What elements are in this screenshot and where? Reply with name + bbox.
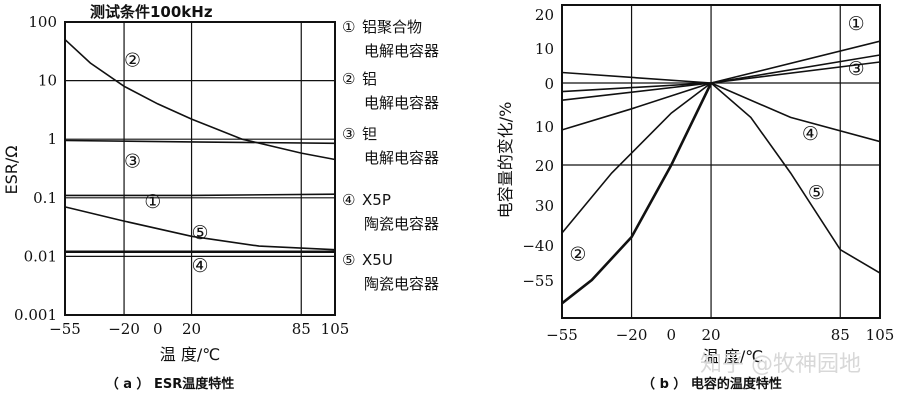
- y-axis-label: ESR/Ω: [2, 146, 21, 195]
- y-tick-label: 10: [38, 72, 57, 90]
- legend-entry-line: 陶瓷电容器: [364, 275, 439, 293]
- x-tick-label: 0: [153, 320, 163, 338]
- y-tick-label: 10: [535, 118, 554, 136]
- legend-entry-line: 铝: [362, 70, 377, 88]
- series-marker-5: ④: [802, 123, 819, 145]
- legend-entry-line: 钽: [362, 125, 377, 143]
- legend-entry-line: 电解电容器: [364, 42, 439, 60]
- legend-entry-line: 电解电容器: [364, 149, 439, 167]
- x-tick-label: −20: [108, 320, 140, 338]
- y-tick-label: 20: [535, 6, 554, 24]
- y-tick-label: 30: [535, 197, 554, 215]
- y-tick-label: 100: [28, 13, 57, 31]
- series-line-6: [562, 81, 880, 274]
- y-tick-label: 20: [535, 157, 554, 175]
- series-marker-1: ①: [848, 13, 865, 35]
- series-marker-4: ④: [191, 255, 208, 277]
- legend-marker: ⑤: [342, 251, 355, 269]
- legend-marker: ①: [342, 18, 355, 36]
- y-axis-label: 电容量的变化/%: [496, 102, 515, 219]
- series-marker-3: ③: [848, 58, 865, 80]
- legend-entry-line: 陶瓷电容器: [364, 215, 439, 233]
- y-tick-label: 0.1: [33, 189, 57, 207]
- chart-esr: 100 10 1 0.1 0.01 0.001−55 −20 0 20 85 105 ① ② ③ ④ ⑤ 测试条…: [2, 3, 439, 392]
- chart-caption: （ a ） ESR温度特性: [106, 376, 235, 392]
- y-tick-label: 10: [535, 40, 554, 58]
- legend-entry-line: X5U: [362, 251, 393, 269]
- x-tick-label: −55: [546, 326, 578, 344]
- legend-entry-line: 铝聚合物: [362, 18, 422, 36]
- watermark-text: 知乎 @牧神园地: [700, 352, 861, 377]
- series-line-5: [64, 206, 336, 251]
- plot-frame: [561, 4, 881, 319]
- series-line-2: [64, 39, 336, 161]
- legend-marker: ②: [342, 70, 355, 88]
- y-tick-label: 0.01: [24, 247, 57, 265]
- legend-entry-line: 电解电容器: [364, 94, 439, 112]
- series-line-2: [562, 82, 713, 305]
- x-tick-label: 85: [831, 326, 850, 344]
- series-marker-3: ③: [124, 150, 141, 172]
- plot-frame: [64, 21, 336, 316]
- chart-title: 测试条件100kHz: [90, 3, 213, 21]
- series-line-1: [65, 193, 336, 197]
- y-tick-label: 0: [544, 75, 554, 93]
- y-tick-label: 1: [47, 130, 57, 148]
- x-axis-label: 温 度/℃: [160, 345, 220, 364]
- series-line-3: [64, 139, 336, 145]
- series-marker-5: ⑤: [191, 222, 208, 244]
- series-marker-6: ⑤: [808, 182, 825, 204]
- x-tick-label: −55: [49, 320, 81, 338]
- x-tick-label: 105: [866, 326, 895, 344]
- x-tick-label: 105: [321, 320, 350, 338]
- series-marker-2: ②: [569, 243, 586, 265]
- y-tick-label: −55: [522, 272, 554, 290]
- series-marker-2: ②: [124, 50, 141, 72]
- y-tick-label: 0.001: [14, 306, 57, 324]
- x-axis-label: 温 度/℃: [703, 347, 763, 366]
- legend-marker: ④: [342, 191, 355, 209]
- legend-entry-line: X5P: [362, 191, 391, 209]
- series-line-5: [562, 82, 880, 143]
- series-line-4: [562, 54, 880, 84]
- chart-caption: （ b ） 电容的温度特性: [642, 376, 782, 392]
- x-tick-label: 0: [667, 326, 677, 344]
- y-tick-label: −40: [522, 237, 554, 255]
- chart-capacitance: 20 10 0 10 20 30 −40 −55 −55 −20 0 20 85 105 ① ② ③ ④ ⑤ 电容量的…: [496, 4, 895, 392]
- legend-marker: ③: [342, 125, 355, 143]
- x-tick-label: 20: [702, 326, 721, 344]
- x-tick-label: 85: [292, 320, 311, 338]
- series-line-1: [562, 40, 880, 93]
- x-tick-label: 20: [182, 320, 201, 338]
- series-marker-1: ①: [144, 191, 161, 213]
- x-tick-label: −20: [616, 326, 648, 344]
